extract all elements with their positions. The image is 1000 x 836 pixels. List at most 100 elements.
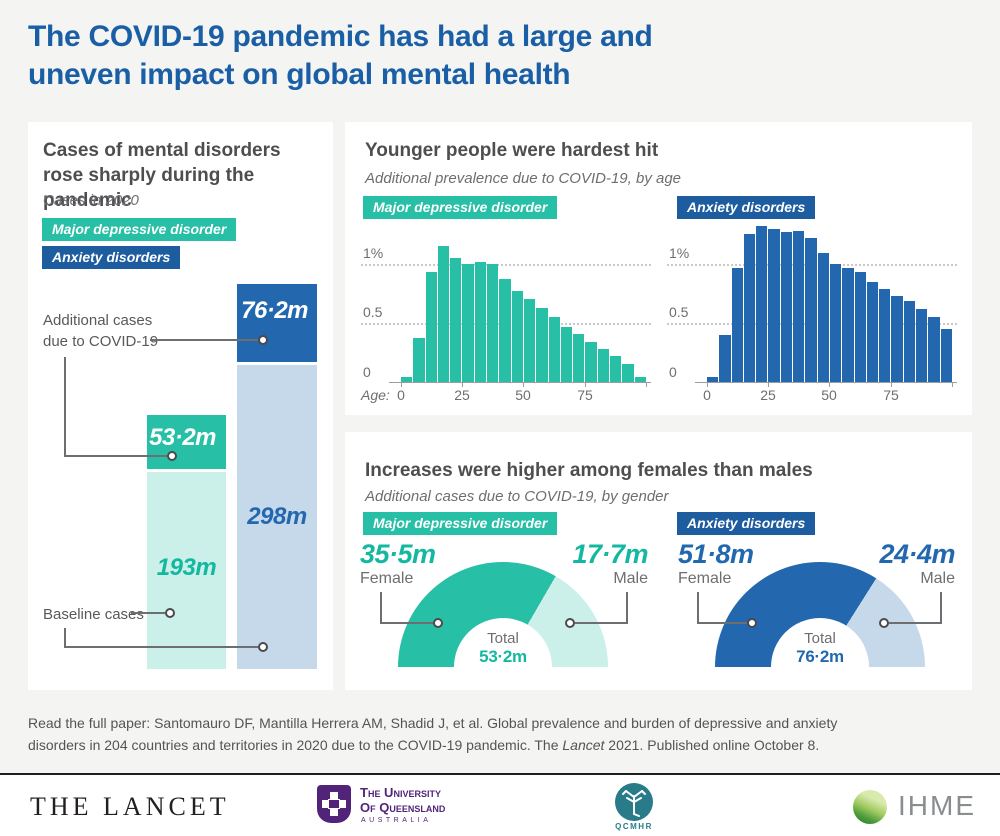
marker-dot-baseline-mdd xyxy=(165,608,175,618)
page-title-line1: The COVID-19 pandemic has had a large an… xyxy=(28,20,653,53)
left-panel-title-line1: Cases of mental disorders xyxy=(43,140,281,161)
legend-badge-mdd-age: Major depressive disorder xyxy=(363,196,558,219)
bar-mdd-baseline: 193m xyxy=(147,472,226,669)
footer-divider xyxy=(0,773,1000,775)
age-panel-title: Younger people were hardest hit xyxy=(365,140,659,161)
panel-gender: Increases were higher among females than… xyxy=(345,432,972,690)
age-bar-90-94 xyxy=(622,364,634,382)
age-chart-anxiety: 1% 0.5 0 0 25 50 75 xyxy=(667,226,957,406)
connector-anx-female-horizontal xyxy=(697,622,747,624)
age-bar-10-14 xyxy=(731,268,743,382)
gender-panel-title: Increases were higher among females than… xyxy=(365,460,813,481)
connector-baseline-anxiety-vertical xyxy=(64,628,66,648)
connector-additional-mdd-horizontal xyxy=(64,455,168,457)
value-mdd-baseline: 193m xyxy=(156,554,217,581)
gridline-1pct xyxy=(361,264,651,266)
ytick-1pct: 1% xyxy=(363,245,384,261)
age-bar-20-24 xyxy=(756,226,768,382)
annotation-additional-line1: Additional cases xyxy=(43,312,153,329)
age-bar-50-54 xyxy=(523,299,536,382)
marker-dot-anx-male xyxy=(879,618,889,628)
qcmhr-neuron-icon xyxy=(615,783,653,821)
left-panel-title-line2: rose sharply during the pandemic xyxy=(43,165,255,211)
age-bar-60-64 xyxy=(854,272,866,382)
uq-book-icon xyxy=(328,799,340,809)
total-value-anxiety: 76·2m xyxy=(796,647,844,666)
citation-line2: disorders in 204 countries and territori… xyxy=(28,737,820,753)
legend-badge-anxiety-gender: Anxiety disorders xyxy=(677,512,816,535)
axis-tick xyxy=(401,382,402,387)
anx-female-label: Female xyxy=(678,570,732,587)
connector-mdd-male-horizontal xyxy=(575,622,627,624)
age-bar-30-34 xyxy=(780,232,793,382)
gender-panel-subtitle: Additional cases due to COVID-19, by gen… xyxy=(365,488,669,505)
connector-anx-female-vertical xyxy=(697,592,699,624)
annotation-additional-line2: due to COVID-19 xyxy=(43,333,159,350)
donut-total-anxiety: Total 76·2m xyxy=(715,630,925,667)
bar-mdd-additional: 53·2m xyxy=(147,415,226,469)
page-title-line2: uneven impact on global mental health xyxy=(28,58,571,91)
legend-badge-anxiety-age: Anxiety disorders xyxy=(677,196,816,219)
bar-anxiety-baseline: 298m xyxy=(237,365,317,669)
age-panel-subtitle: Additional prevalence due to COVID-19, b… xyxy=(365,170,682,187)
age-bar-35-39 xyxy=(793,231,805,382)
age-bar-95+ xyxy=(940,329,952,382)
age-bar-70-74 xyxy=(573,334,585,382)
ytick-0: 0 xyxy=(363,364,371,380)
age-bar-25-29 xyxy=(768,229,780,382)
marker-dot-anx-female xyxy=(747,618,757,628)
value-anxiety-additional: 76·2m xyxy=(241,297,308,324)
age-bars-mdd xyxy=(401,224,646,382)
age-bar-30-34 xyxy=(474,262,487,382)
total-value-mdd: 53·2m xyxy=(479,647,527,666)
lancet-logo: THE LANCET xyxy=(30,792,230,821)
age-bar-35-39 xyxy=(487,264,499,382)
age-bar-10-14 xyxy=(425,272,437,382)
annotation-baseline-cases: Baseline cases xyxy=(43,606,144,623)
total-label: Total xyxy=(487,630,519,647)
age-bar-80-84 xyxy=(903,301,916,382)
marker-dot-additional-anxiety xyxy=(258,335,268,345)
age-bar-0-4 xyxy=(707,377,719,382)
age-bar-90-94 xyxy=(928,317,940,382)
age-bar-45-49 xyxy=(511,291,523,382)
age-bar-85-89 xyxy=(610,356,622,382)
left-panel-subtitle: Cases in 2020 xyxy=(43,192,139,209)
citation-text: Read the full paper: Santomauro DF, Mant… xyxy=(28,712,837,756)
donut-mdd-gender: Total 53·2m xyxy=(398,562,608,667)
connector-mdd-female-horizontal xyxy=(380,622,433,624)
age-bar-15-19 xyxy=(437,246,450,382)
age-bar-55-59 xyxy=(842,268,854,382)
anx-female-value: 51·8m xyxy=(678,539,754,569)
x-axis-anxiety xyxy=(695,382,957,383)
mdd-male-label: Male xyxy=(613,570,648,587)
legend-badge-mdd-gender: Major depressive disorder xyxy=(363,512,558,535)
ihme-wordmark: IHME xyxy=(898,790,976,821)
connector-anx-male-vertical xyxy=(940,592,942,624)
axis-tick xyxy=(768,382,769,387)
axis-tick xyxy=(891,382,892,387)
age-bar-5-9 xyxy=(413,338,425,382)
connector-mdd-female-vertical xyxy=(380,592,382,624)
age-bar-45-49 xyxy=(817,253,829,382)
anx-male-label: Male xyxy=(920,570,955,587)
axis-tick xyxy=(952,382,953,387)
age-bar-75-79 xyxy=(891,296,903,382)
marker-dot-baseline-anxiety xyxy=(258,642,268,652)
bar-anxiety-additional: 76·2m xyxy=(237,284,317,362)
donut-anxiety-gender: Total 76·2m xyxy=(715,562,925,667)
age-bar-75-79 xyxy=(585,342,597,382)
age-chart-mdd: 1% 0.5 0 Age: 0 25 50 75 xyxy=(361,234,651,406)
mdd-male-value: 17·7m xyxy=(572,539,648,569)
ytick-05: 0.5 xyxy=(363,304,383,320)
value-anxiety-baseline: 298m xyxy=(247,503,307,530)
marker-dot-mdd-female xyxy=(433,618,443,628)
age-bar-0-4 xyxy=(401,377,413,382)
age-bar-25-29 xyxy=(462,264,474,382)
uq-australia-label: AUSTRALIA xyxy=(361,817,432,824)
xtick-75: 75 xyxy=(883,387,899,403)
panel-cases-rose: Cases of mental disorders rose sharply d… xyxy=(28,122,333,690)
connector-additional-anxiety xyxy=(150,339,258,341)
annotation-additional-cases: Additional cases due to COVID-19 xyxy=(43,310,158,352)
